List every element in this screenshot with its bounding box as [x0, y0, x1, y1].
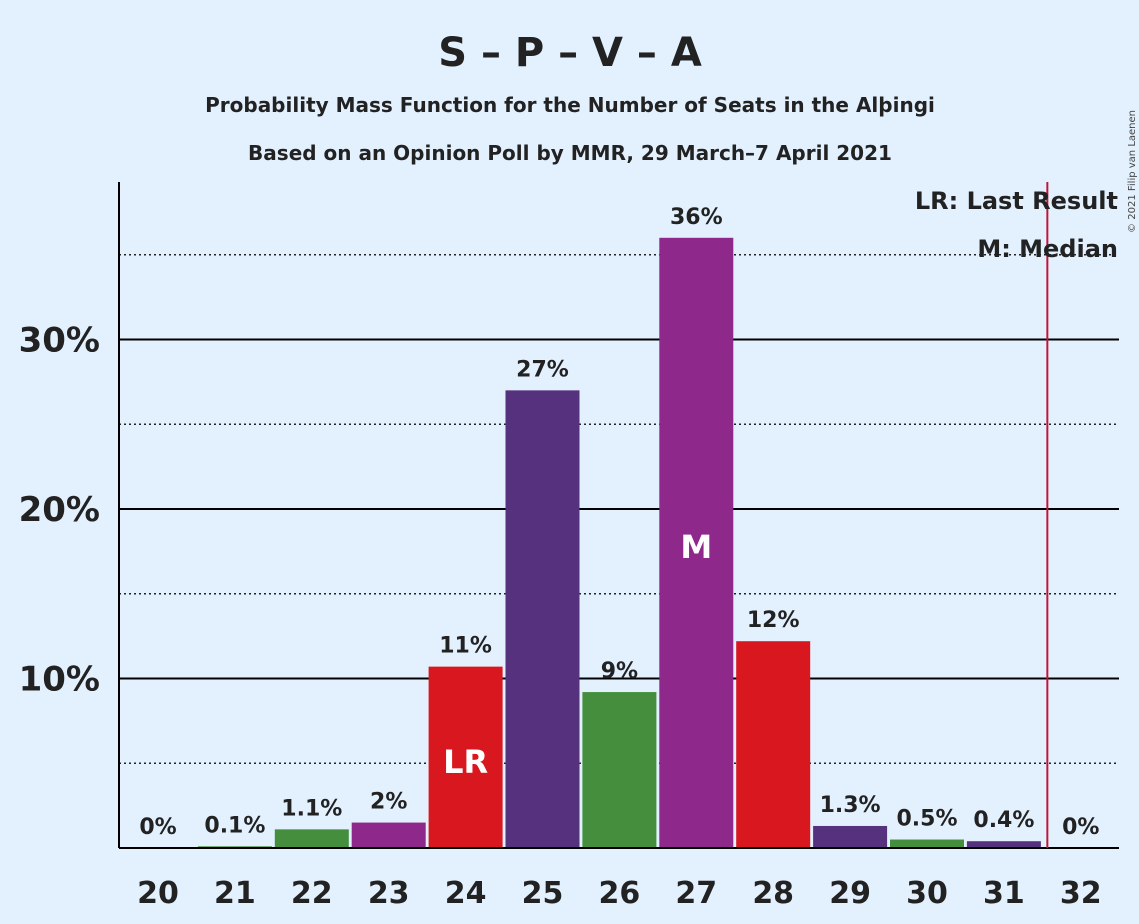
x-tick-label: 32 — [1060, 876, 1102, 911]
bar-31 — [966, 841, 1041, 848]
inside-label-27: M — [680, 528, 712, 566]
value-label-30: 0.5% — [896, 807, 957, 832]
bar-23 — [351, 822, 426, 848]
inside-label-24: LR — [443, 743, 488, 781]
x-axis-ticks: 20 21 22 23 24 25 26 27 28 29 30 31 32 — [137, 876, 1102, 911]
bar-27 — [659, 237, 734, 849]
x-tick-label: 20 — [137, 876, 179, 911]
x-tick-label: 27 — [675, 876, 717, 911]
chart-subtitle-source: Based on an Opinion Poll by MMR, 29 Marc… — [248, 141, 892, 165]
x-tick-label: 24 — [445, 876, 487, 911]
value-label-29: 1.3% — [820, 793, 881, 818]
chart-title: S – P – V – A — [438, 30, 702, 76]
bar-30 — [890, 839, 964, 848]
bar-26 — [582, 692, 657, 848]
y-axis-ticks: 10% 20% 30% — [19, 321, 100, 700]
bar-25 — [505, 390, 580, 848]
value-label-22: 1.1% — [281, 796, 342, 821]
value-label-32: 0% — [1062, 815, 1099, 840]
x-tick-label: 22 — [291, 876, 333, 911]
value-label-31: 0.4% — [973, 808, 1034, 833]
x-tick-label: 23 — [368, 876, 410, 911]
x-tick-label: 26 — [599, 876, 641, 911]
x-tick-label: 31 — [983, 876, 1025, 911]
chart-subtitle: Probability Mass Function for the Number… — [205, 93, 935, 117]
x-tick-label: 29 — [829, 876, 871, 911]
legend-median: M: Median — [977, 235, 1118, 263]
value-label-25: 27% — [516, 357, 569, 382]
value-label-24: 11% — [439, 634, 492, 659]
y-tick-label: 20% — [19, 490, 100, 530]
value-label-20: 0% — [139, 815, 176, 840]
value-label-26: 9% — [601, 659, 638, 684]
value-label-21: 0.1% — [204, 813, 265, 838]
value-label-27: 36% — [670, 205, 723, 230]
y-tick-label: 30% — [19, 321, 100, 361]
value-label-28: 12% — [747, 608, 800, 633]
x-tick-label: 25 — [522, 876, 564, 911]
value-labels: 0% 0.1% 1.1% 2% 11% LR 27% 9% 36% M 12% 1.3% 0.5% 0.4… — [139, 205, 1099, 840]
x-tick-label: 21 — [214, 876, 256, 911]
bar-22 — [274, 829, 349, 848]
bar-24 — [428, 666, 503, 848]
gridlines — [119, 254, 1119, 764]
x-tick-label: 28 — [752, 876, 794, 911]
legend-last-result: LR: Last Result — [915, 187, 1118, 215]
bars — [197, 237, 1041, 849]
bar-28 — [736, 641, 811, 848]
copyright: © 2021 Filip van Laenen — [1127, 110, 1138, 233]
value-label-23: 2% — [370, 790, 407, 815]
x-tick-label: 30 — [906, 876, 948, 911]
bar-29 — [813, 825, 888, 848]
y-tick-label: 10% — [19, 660, 100, 700]
